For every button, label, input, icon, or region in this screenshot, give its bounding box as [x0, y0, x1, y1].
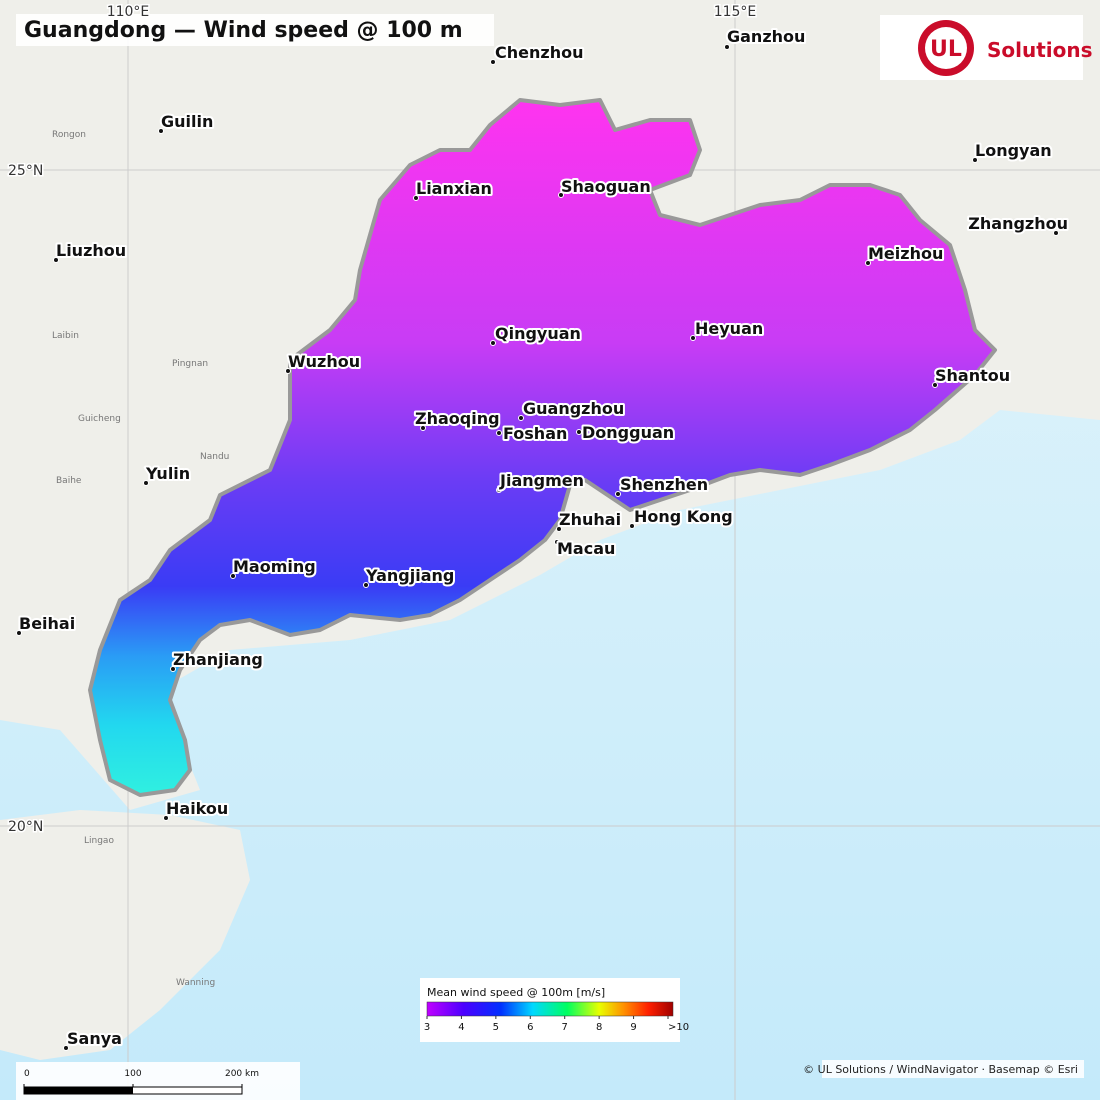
- city-label: Macau: [557, 539, 615, 558]
- city-label: Longyan: [975, 141, 1052, 160]
- city-label: Shenzhen: [620, 475, 708, 494]
- attribution: © UL Solutions / WindNavigator · Basemap…: [803, 1063, 1078, 1076]
- city-dot: [615, 491, 621, 497]
- city-label: Maoming: [233, 557, 316, 576]
- legend-tick-label: 3: [424, 1022, 430, 1033]
- city-label: Yangjiang: [365, 566, 454, 585]
- city-dot: [724, 44, 730, 50]
- city-label: Haikou: [166, 799, 228, 818]
- city-label: Guilin: [161, 112, 213, 131]
- city-label: Yulin: [145, 464, 190, 483]
- place-label: Wanning: [176, 978, 215, 988]
- city-label: Zhaoqing: [415, 409, 500, 428]
- city-dot: [143, 480, 149, 486]
- place-label: Rongon: [52, 130, 86, 140]
- place-label: Guicheng: [78, 414, 121, 424]
- logo-inner: [925, 27, 967, 69]
- graticule-label: 115°E: [714, 4, 757, 20]
- city-dot: [170, 666, 176, 672]
- city-dot: [490, 340, 496, 346]
- city-label: Wuzhou: [288, 352, 360, 371]
- city-label: Lianxian: [416, 179, 492, 198]
- scale-bar-segment: [24, 1087, 133, 1094]
- city-label: Zhanjiang: [173, 650, 263, 669]
- scale-tick-label: 100: [124, 1069, 141, 1079]
- hainan-island: [0, 810, 250, 1060]
- city-dot: [1053, 230, 1059, 236]
- place-label: Nandu: [200, 452, 229, 462]
- graticule-label: 20°N: [8, 819, 43, 835]
- city-label: Meizhou: [868, 244, 943, 263]
- city-dot: [496, 487, 502, 493]
- city-dot: [554, 539, 560, 545]
- legend-title: Mean wind speed @ 100m [m/s]: [427, 986, 605, 999]
- logo-text: Solutions: [987, 38, 1093, 62]
- city-label: Shantou: [935, 366, 1010, 385]
- city-label: Qingyuan: [495, 324, 581, 343]
- city-label: Chenzhou: [495, 43, 583, 62]
- place-label: Baihe: [56, 476, 82, 486]
- city-label: Foshan: [503, 424, 567, 443]
- place-label: Lingao: [84, 836, 114, 846]
- place-label: Pingnan: [172, 359, 208, 369]
- city-dot: [629, 523, 635, 529]
- color-bar: [426, 1001, 674, 1017]
- legend-tick-label: 4: [458, 1022, 464, 1033]
- city-dot: [518, 415, 524, 421]
- title-box: [16, 14, 494, 46]
- city-dot: [556, 526, 562, 532]
- city-label: Zhuhai: [559, 510, 621, 529]
- city-dot: [16, 630, 22, 636]
- city-label: Jiangmen: [499, 471, 584, 490]
- legend-tick-label: 9: [630, 1022, 636, 1033]
- place-label: Laibin: [52, 331, 79, 341]
- city-dot: [413, 195, 419, 201]
- city-dot: [490, 59, 496, 65]
- city-dot: [163, 815, 169, 821]
- city-label: Sanya: [67, 1029, 122, 1048]
- wind-speed-raster: [88, 98, 997, 797]
- city-dot: [230, 573, 236, 579]
- attribution-box: [822, 1060, 1084, 1078]
- city-dot: [932, 382, 938, 388]
- city-label: Dongguan: [582, 423, 674, 442]
- city-label: Zhangzhou: [968, 214, 1068, 233]
- city-dot: [53, 257, 59, 263]
- city-label: Shaoguan: [561, 177, 651, 196]
- map-title: Guangdong — Wind speed @ 100 m: [24, 18, 463, 43]
- legend-tick-label: 8: [596, 1022, 602, 1033]
- scale-tick-label: 0: [24, 1069, 30, 1079]
- legend-tick-label: 5: [493, 1022, 499, 1033]
- city-dot: [285, 368, 291, 374]
- city-dot: [690, 335, 696, 341]
- city-dot: [63, 1045, 69, 1051]
- city-dot: [363, 582, 369, 588]
- city-dot: [420, 425, 426, 431]
- city-dot: [972, 157, 978, 163]
- city-dot: [158, 128, 164, 134]
- city-label: Liuzhou: [56, 241, 126, 260]
- logo-box: [880, 15, 1083, 80]
- graticule-label: 110°E: [107, 4, 150, 20]
- graticule-label: 25°N: [8, 163, 43, 179]
- city-dot: [865, 260, 871, 266]
- city-label: Hong Kong: [634, 507, 733, 526]
- legend-tick-label: >10: [668, 1022, 689, 1033]
- city-label: Guangzhou: [523, 399, 624, 418]
- legend-tick-label: 7: [562, 1022, 568, 1033]
- city-label: Heyuan: [695, 319, 763, 338]
- city-dot: [576, 429, 582, 435]
- city-label: Beihai: [19, 614, 75, 633]
- logo-mark: UL: [930, 37, 962, 62]
- city-label: Ganzhou: [727, 27, 805, 46]
- scale-tick-label: 200 km: [225, 1069, 259, 1079]
- city-dot: [558, 192, 564, 198]
- city-dot: [496, 430, 502, 436]
- legend-tick-label: 6: [527, 1022, 533, 1033]
